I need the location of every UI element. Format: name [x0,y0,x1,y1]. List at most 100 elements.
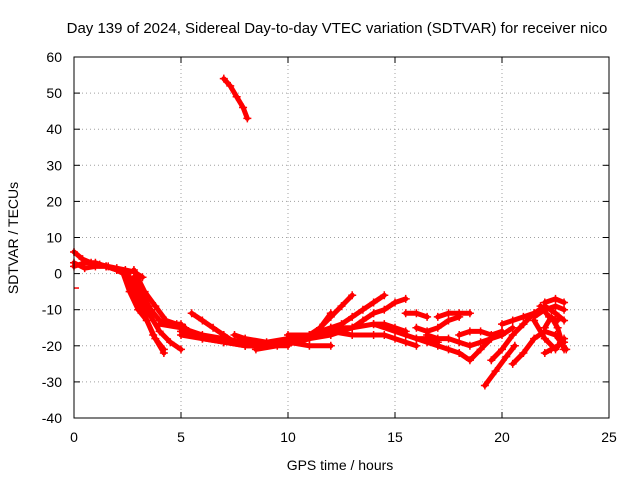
y-tick-label-2: -20 [42,338,62,354]
series-arc-27 [488,321,526,363]
data-point-arc-19-2 [401,330,410,339]
data-point-arc-36-2 [553,316,562,325]
data-point-arc-03-1 [80,264,89,273]
data-point-arc-14-0 [262,341,271,350]
data-point-arc-29-0 [508,359,517,368]
data-point-arc-16-8 [391,298,399,307]
data-point-arc-15-0 [284,330,292,339]
data-point-arc-34-0 [530,316,539,325]
data-point-arc-16-1 [305,334,314,343]
data-point-arc-26-2 [502,352,511,361]
series-arc-16 [285,296,409,345]
data-point-arc-18-1 [348,330,357,339]
data-point-arc-20-4 [455,349,464,358]
data-point-arc-10-7 [326,341,335,350]
data-point-arc-23-2 [423,312,432,321]
data-point-arc-35-0 [540,349,549,358]
y-tick-label-4: 0 [54,266,62,282]
data-point-arc-21-8 [508,323,517,332]
data-point-arc-13-0 [251,345,260,354]
y-tick-label-3: -10 [42,302,62,318]
data-point-arc-20-6 [476,345,485,354]
data-point-arc-32-0 [540,298,549,307]
data-point-arc-20-2 [433,341,442,350]
series-arc-31 [531,303,567,320]
data-point-arc-03-4 [112,265,121,274]
data-point-arc-35-1 [547,345,556,354]
data-point-arc-33-0 [540,323,549,332]
x-tick-label-2: 10 [280,429,296,445]
data-point-arc-30-0 [519,320,528,329]
data-point-arc-03-9 [159,349,168,358]
data-point-arc-22-0 [412,323,421,332]
data-point-arc-20-3 [444,345,453,354]
data-point-arc-21-4 [465,341,474,350]
series-arc-29 [510,328,569,367]
data-point-arc-15-6 [358,305,367,314]
data-point-arc-28-0 [498,320,506,329]
data-point-arc-28-1 [508,316,517,325]
data-point-arc-16-7 [380,305,389,314]
data-point-arc-24-2 [455,309,464,318]
data-point-arc-03-8 [149,330,158,339]
data-point-arc-35-2 [553,341,562,350]
data-point-arc-19-1 [391,327,399,336]
y-tick-label-8: 40 [46,121,62,137]
data-point-arc-11-0 [219,74,228,83]
data-point-arc-18-3 [380,330,389,339]
data-point-arc-21-1 [433,334,442,343]
data-point-arc-24-3 [465,309,474,318]
data-point-arc-16-9 [401,294,410,303]
data-point-arc-15-8 [380,291,389,300]
data-point-arc-18-2 [369,330,378,339]
data-point-arc-09-3 [219,330,228,339]
chart-title: Day 139 of 2024, Sidereal Day-to-day VTE… [67,20,608,37]
data-point-arc-04-4 [166,338,175,347]
data-point-arc-12-0 [230,330,239,339]
data-point-arc-20-1 [423,338,432,347]
series-arc-26 [482,343,518,388]
series-arc-24 [435,310,473,320]
y-axis-label: SDTVAR / TECUs [5,182,21,294]
data-point-arc-24-0 [433,312,442,321]
data-point-arc-05-2 [151,302,160,311]
series-arc-03 [71,260,167,356]
data-point-arc-10-0 [177,327,185,336]
x-tick-label-3: 15 [387,429,403,445]
data-point-arc-20-5 [465,356,474,365]
y-tick-label-0: -40 [42,410,62,426]
data-point-arc-06-1 [138,291,147,300]
data-point-arc-33-2 [553,323,562,332]
data-point-arc-27-1 [498,345,506,354]
data-point-arc-25-3 [487,330,496,339]
data-point-arc-15-2 [316,327,325,336]
data-point-arc-07-0 [155,320,164,329]
x-tick-label-0: 0 [70,429,78,445]
data-point-arc-11-1 [226,81,235,90]
data-point-arc-12-1 [241,334,250,343]
data-point-arc-19-0 [369,320,378,329]
data-point-arc-34-1 [540,334,549,343]
data-point-arc-36-0 [536,302,545,311]
data-point-arc-18-0 [326,327,335,336]
data-point-arc-09-2 [209,323,218,332]
data-point-arc-26-3 [510,341,519,350]
data-point-arc-27-0 [487,356,496,365]
data-point-arc-31-3 [560,305,569,314]
x-axis-label: GPS time / hours [287,457,394,473]
data-point-arc-16-6 [369,309,378,318]
y-tick-label-6: 20 [46,193,62,209]
data-point-arc-23-0 [401,309,410,318]
data-point-arc-28-2 [519,312,528,321]
data-point-arc-11-3 [239,103,248,112]
data-point-arc-22-1 [423,327,432,336]
data-point-arc-32-1 [551,294,560,303]
data-point-arc-03-2 [91,262,100,271]
y-tick-label-5: 10 [46,230,62,246]
data-point-arc-29-1 [519,349,528,358]
data-point-arc-06-2 [147,305,156,314]
data-point-arc-33-3 [560,345,569,354]
data-point-arc-26-0 [480,381,489,390]
x-tick-label-5: 25 [601,429,617,445]
